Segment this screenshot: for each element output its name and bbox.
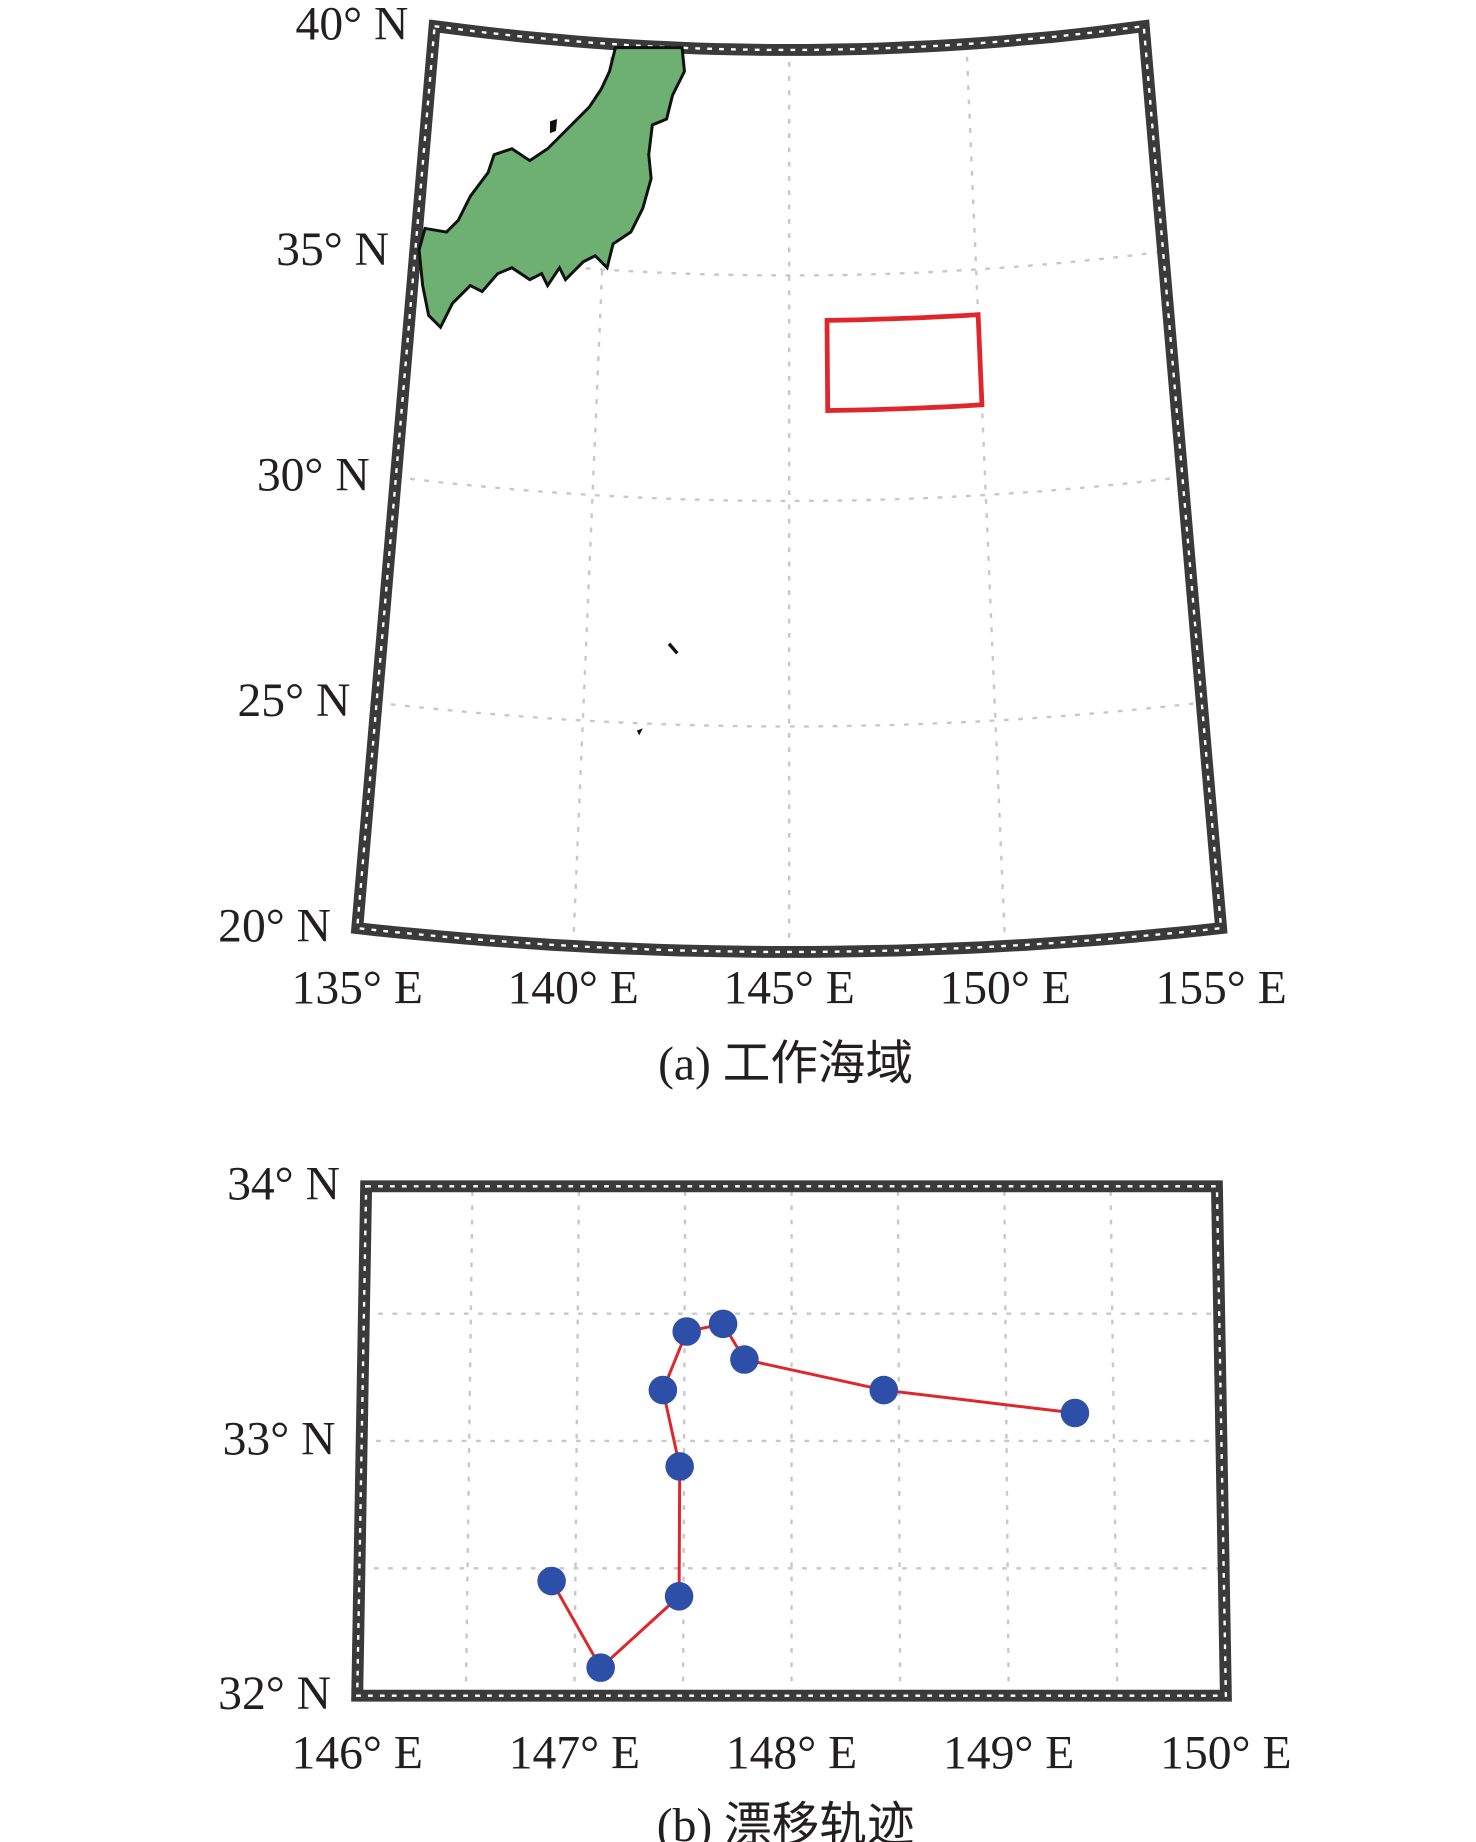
y-tick-label: 33° N <box>223 1413 336 1465</box>
grid-line <box>464 1186 474 1696</box>
trajectory-line <box>550 1322 1076 1671</box>
caption: (a) 工作海域 <box>658 1038 913 1090</box>
grid-line <box>965 43 1007 947</box>
drift-point <box>664 1582 694 1611</box>
study-region <box>824 312 985 413</box>
drift-point <box>648 1375 678 1405</box>
grid-line <box>376 701 1202 728</box>
grid-line <box>395 475 1183 503</box>
x-tick-label: 135° E <box>292 962 423 1014</box>
x-tick-label: 155° E <box>1155 962 1286 1014</box>
y-tick-label: 34° N <box>227 1159 340 1211</box>
x-tick-label: 146° E <box>292 1727 423 1779</box>
drift-point <box>730 1345 759 1374</box>
caption: (b) 漂移轨迹 <box>657 1800 915 1842</box>
grid-line <box>1109 1186 1119 1696</box>
drift-point <box>869 1375 899 1405</box>
drift-point <box>1060 1398 1090 1428</box>
x-tick-label: 150° E <box>1160 1727 1291 1779</box>
x-tick-label: 148° E <box>726 1727 857 1779</box>
land <box>417 46 686 330</box>
drift-point <box>586 1653 615 1682</box>
drift-point <box>708 1309 738 1339</box>
y-tick-label: 35° N <box>276 224 389 276</box>
drift-point <box>537 1566 566 1596</box>
y-tick-label: 40° N <box>296 0 409 50</box>
x-tick-label: 140° E <box>508 962 639 1014</box>
drift-point <box>665 1452 694 1481</box>
drift-point <box>672 1317 701 1346</box>
y-tick-label: 32° N <box>218 1668 331 1720</box>
x-tick-label: 147° E <box>509 1727 640 1779</box>
y-tick-label: 25° N <box>238 675 351 727</box>
grid-line <box>681 1186 687 1696</box>
x-tick-label: 149° E <box>943 1727 1074 1779</box>
grid-line <box>896 1186 902 1696</box>
x-tick-label: 150° E <box>939 962 1070 1014</box>
y-tick-label: 20° N <box>218 900 331 952</box>
x-tick-label: 145° E <box>723 962 854 1014</box>
y-tick-label: 30° N <box>257 449 370 501</box>
map-frame-dash <box>356 1185 1228 1697</box>
grid-line <box>415 250 1164 277</box>
